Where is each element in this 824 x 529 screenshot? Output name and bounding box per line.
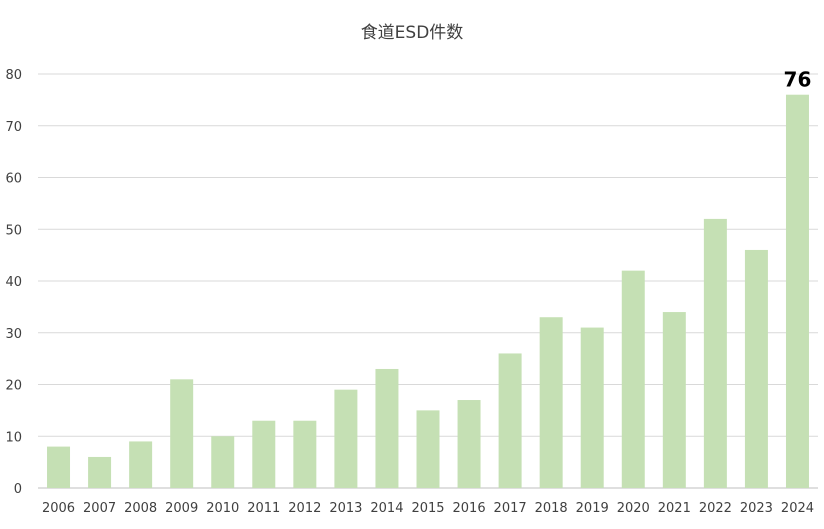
- x-tick-label: 2014: [370, 501, 403, 516]
- x-axis-ticks: 2006 2007 2008 2009 2010 2011 2012 2013 2014 2015…: [42, 501, 814, 516]
- data-labels: 76: [784, 68, 812, 92]
- y-tick-label: 40: [5, 275, 22, 290]
- bar-2023: [744, 249, 768, 488]
- bar-2012: [293, 420, 317, 488]
- bar-2007: [88, 456, 112, 488]
- bar-2013: [334, 389, 358, 488]
- bar-2014: [375, 368, 399, 488]
- x-tick-label: 2010: [206, 501, 239, 516]
- bar-2018: [539, 317, 563, 488]
- bar-2006: [47, 446, 71, 488]
- bar-2016: [457, 400, 481, 488]
- bar-2020: [621, 270, 645, 488]
- x-tick-label: 2016: [453, 501, 486, 516]
- bar-2017: [498, 353, 522, 488]
- bar-2009: [170, 379, 194, 488]
- y-tick-label: 30: [5, 327, 22, 342]
- y-tick-label: 80: [5, 68, 22, 83]
- x-tick-label: 2009: [165, 501, 198, 516]
- x-tick-label: 2018: [535, 501, 568, 516]
- bars: [47, 94, 809, 488]
- x-tick-label: 2006: [42, 501, 75, 516]
- x-tick-label: 2021: [658, 501, 691, 516]
- bar-2008: [129, 441, 153, 488]
- x-tick-label: 2017: [494, 501, 527, 516]
- bar-2015: [416, 410, 440, 488]
- bar-2019: [580, 327, 604, 488]
- y-tick-label: 10: [5, 430, 22, 445]
- y-tick-label: 20: [5, 379, 22, 394]
- x-tick-label: 2020: [617, 501, 650, 516]
- x-tick-label: 2008: [124, 501, 157, 516]
- x-tick-label: 2019: [576, 501, 609, 516]
- gridlines: [38, 73, 818, 489]
- x-tick-label: 2007: [83, 501, 116, 516]
- bar-2011: [252, 420, 276, 488]
- bar-2022: [703, 218, 727, 488]
- bar-2021: [662, 312, 686, 488]
- y-tick-label: 50: [5, 223, 22, 238]
- bar-2024: [785, 94, 809, 488]
- chart-title: 食道ESD件数: [361, 23, 464, 43]
- y-tick-label: 60: [5, 172, 22, 187]
- x-tick-label: 2022: [699, 501, 732, 516]
- bar-2010: [211, 436, 235, 488]
- data-label-2024: 76: [784, 68, 812, 92]
- x-tick-label: 2013: [329, 501, 362, 516]
- x-tick-label: 2011: [247, 501, 280, 516]
- x-tick-label: 2012: [288, 501, 321, 516]
- y-tick-label: 70: [5, 120, 22, 135]
- x-tick-label: 2015: [411, 501, 444, 516]
- x-tick-label: 2024: [781, 501, 814, 516]
- y-axis-ticks: 0 10 20 30 40 50 60 70 80: [5, 68, 22, 497]
- x-tick-label: 2023: [740, 501, 773, 516]
- y-tick-label: 0: [14, 482, 22, 497]
